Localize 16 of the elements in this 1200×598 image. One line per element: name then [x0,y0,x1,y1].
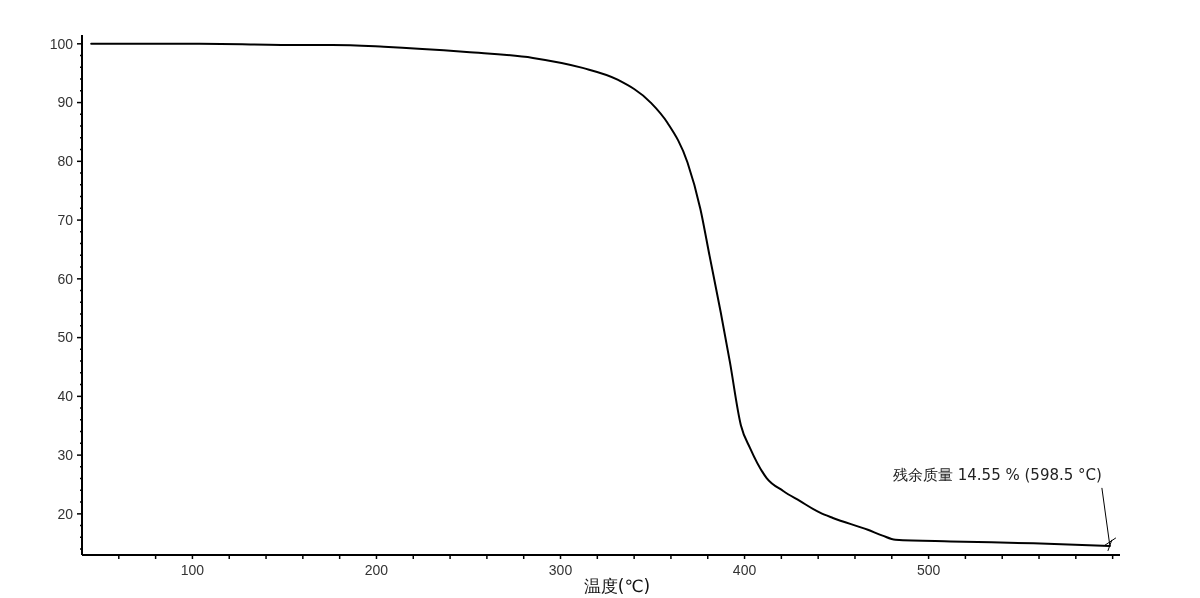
y-tick-label: 70 [57,211,74,228]
x-tick-label: 400 [732,562,757,578]
y-tick-label: 20 [57,505,74,522]
y-tick-label: 60 [57,270,74,287]
y-tick-label: 100 [49,35,74,52]
x-tick-label: 500 [916,562,941,578]
y-tick-label: 40 [57,388,74,405]
x-tick-label: 300 [548,562,573,578]
x-tick-label: 200 [364,562,389,578]
x-tick-label: 100 [180,562,205,578]
y-tick-label: 80 [57,153,74,170]
y-tick-label: 30 [57,447,74,464]
x-axis-title: 温度(℃) [583,576,651,596]
y-tick-label: 90 [57,94,74,111]
y-tick-label: 50 [57,329,74,346]
annotation: 残余质量 14.55 % (598.5 °C) [892,465,1102,484]
